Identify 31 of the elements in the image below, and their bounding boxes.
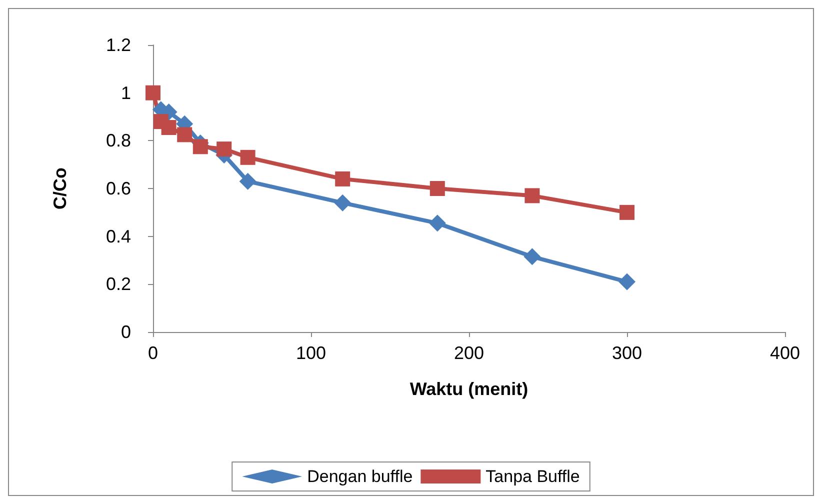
y-tick-label: 0.2 (106, 274, 131, 294)
point (240, 150, 256, 165)
x-tick-label: 300 (612, 343, 642, 363)
x-tick-label: 100 (296, 343, 326, 363)
x-axis-title: Waktu (menit) (410, 379, 528, 399)
y-tick-label: 0 (120, 322, 131, 342)
y-tick-label: 1 (120, 82, 131, 103)
point (192, 139, 208, 154)
x-tick-label: 0 (148, 343, 158, 363)
point (430, 181, 445, 196)
point (177, 127, 192, 142)
point (161, 120, 176, 136)
y-tick-label: 0.6 (106, 178, 131, 198)
point (216, 142, 232, 157)
legend-label: Tanpa Buffle (486, 467, 580, 486)
y-axis-title: C/Co (50, 168, 70, 210)
y-tick-label: 0.4 (106, 226, 131, 246)
point (428, 214, 446, 232)
point (239, 172, 256, 190)
point (335, 171, 350, 186)
point (334, 194, 352, 212)
point (524, 248, 541, 266)
y-tick-label: 1.2 (106, 35, 131, 55)
point (146, 85, 160, 100)
legend-label: Dengan buffle (307, 467, 413, 486)
point (618, 273, 636, 290)
point (524, 188, 540, 204)
point (620, 204, 634, 220)
x-tick-label: 400 (770, 343, 800, 363)
x-tick-label: 200 (454, 343, 484, 363)
y-tick-label: 0.8 (106, 130, 131, 151)
